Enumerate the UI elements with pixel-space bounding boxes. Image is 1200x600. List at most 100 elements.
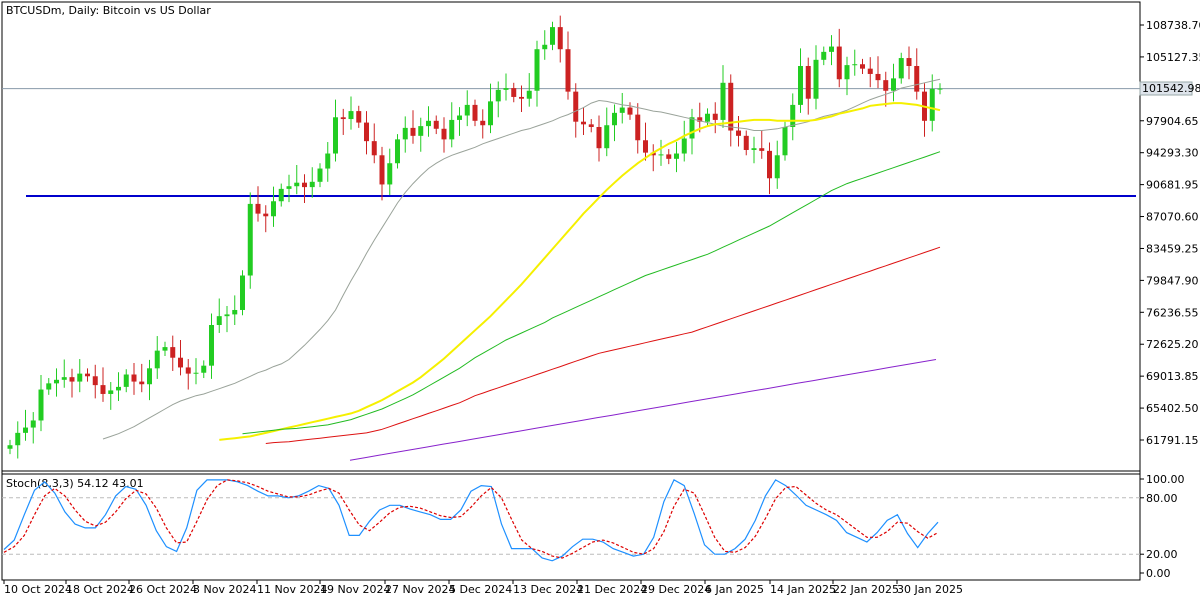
ma-line [265,246,941,444]
stoch-tick-label: 0.00 [1146,567,1171,580]
candle-body [883,80,889,91]
chart-title: BTCUSDm, Daily: Bitcoin vs US Dollar [6,4,211,17]
candle-body [92,376,98,386]
candle-body [495,89,501,102]
candle-body [705,113,710,122]
ma-line [349,359,937,461]
candle-body [162,347,168,351]
candle-body [488,101,493,126]
candle-body [860,64,865,69]
candle-body [689,117,695,139]
candle-body [635,114,641,141]
price-tick-label: 61791.15 [1146,434,1199,447]
candle-body [534,49,540,91]
date-tick-label: 27 Nov 2024 [385,583,455,596]
candle-body [356,111,362,123]
candle-body [294,182,300,187]
candle-body [782,126,788,156]
candle-body [69,377,75,382]
candle-body [891,78,896,91]
candle-body [774,155,780,179]
candle-body [573,91,579,122]
candle-body [108,390,114,394]
date-tick-label: 26 Oct 2024 [129,583,197,596]
candle-body [201,365,207,373]
price-tick-label: 79847.90 [1146,274,1199,287]
candle-body [712,113,718,120]
candle-body [867,68,873,74]
stoch-label: Stoch(8,3,3) 54.12 43.01 [6,477,144,490]
candle-body [588,124,594,127]
date-tick-label: 3 Nov 2024 [193,583,256,596]
candle-body [38,389,44,421]
candle-body [790,104,796,127]
price-tick-label: 108738.70 [1146,19,1200,32]
candle-body [131,374,137,382]
candle-body [581,121,586,125]
candle-body [697,117,703,122]
candle-body [395,139,400,164]
candle-body [736,130,741,136]
candle-body [371,141,377,156]
candle-body [147,368,152,385]
candle-body [627,107,633,115]
candle-body [565,49,571,92]
candle-body [759,148,765,151]
candle-body [216,316,222,326]
candle-body [410,127,416,136]
candle-body [596,126,602,149]
candle-body [480,120,486,126]
candle-body [15,432,21,446]
candle-body [193,372,199,374]
candle-body [402,127,408,140]
candle-body [728,82,734,131]
price-tick-label: 72625.20 [1146,338,1199,351]
date-tick-label: 14 Jan 2025 [770,583,836,596]
date-tick-label: 13 Dec 2024 [513,583,583,596]
stoch-tick-label: 80.00 [1146,492,1178,505]
candle-body [77,373,83,382]
candle-body [875,73,881,81]
candle-body [472,104,478,121]
candle-body [170,347,176,358]
candle-body [302,182,307,188]
candle-body [255,203,261,214]
price-pane [2,15,1140,461]
candle-body [240,275,245,310]
candle-body [433,120,439,129]
candle-body [898,58,904,79]
candle-body [743,135,749,150]
price-tick-label: 97904.65 [1146,115,1199,128]
date-tick-label: 5 Dec 2024 [449,583,512,596]
candle-body [325,153,331,169]
candle-body [720,82,726,120]
date-tick-label: 22 Jan 2025 [833,583,899,596]
candle-body [643,140,648,153]
candle-body [426,120,431,127]
candle-body [519,96,524,99]
date-tick-label: 18 Oct 2024 [66,583,134,596]
candle-body [457,115,462,120]
candle-body [209,325,214,366]
candle-body [232,309,238,315]
date-tick-label: 6 Jan 2025 [705,583,764,596]
candle-body [550,27,555,45]
candle-body [116,386,121,391]
price-tick-label: 69013.85 [1146,370,1199,383]
candle-body [821,51,827,60]
candle-body [309,181,315,188]
candle-body [511,88,517,97]
candle-body [844,65,850,80]
candle-body [23,427,28,433]
candle-body [751,148,757,150]
candle-body [937,88,943,90]
candle-body [185,367,191,374]
candle-body [836,46,842,80]
candle-body [286,186,292,189]
price-tick-label: 90681.95 [1146,179,1199,192]
candle-body [418,126,424,136]
date-tick-label: 10 Oct 2024 [4,583,72,596]
candle-body [61,377,67,380]
